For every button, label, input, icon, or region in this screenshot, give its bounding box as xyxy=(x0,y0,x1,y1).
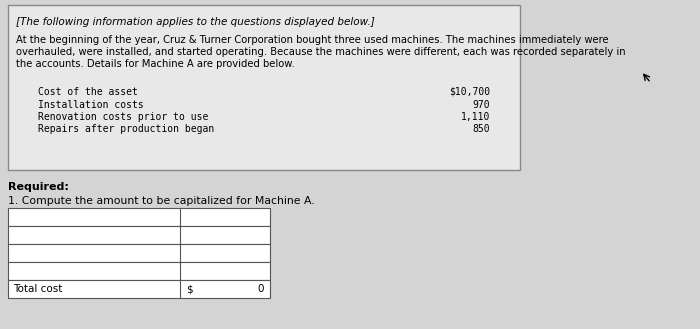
Bar xyxy=(8,280,270,298)
Text: $: $ xyxy=(186,284,193,294)
Text: the accounts. Details for Machine A are provided below.: the accounts. Details for Machine A are … xyxy=(16,59,295,69)
Text: 1,110: 1,110 xyxy=(461,112,490,122)
Bar xyxy=(8,226,270,244)
Bar xyxy=(8,5,520,170)
Text: $10,700: $10,700 xyxy=(449,87,490,97)
Text: At the beginning of the year, Cruz & Turner Corporation bought three used machin: At the beginning of the year, Cruz & Tur… xyxy=(16,35,608,45)
Text: Cost of the asset: Cost of the asset xyxy=(38,87,138,97)
Text: overhauled, were installed, and started operating. Because the machines were dif: overhauled, were installed, and started … xyxy=(16,47,626,57)
Text: [The following information applies to the questions displayed below.]: [The following information applies to th… xyxy=(16,17,375,27)
Text: 850: 850 xyxy=(473,124,490,135)
Text: Required:: Required: xyxy=(8,182,69,192)
Bar xyxy=(8,262,270,280)
Text: Repairs after production began: Repairs after production began xyxy=(38,124,214,135)
Bar xyxy=(8,244,270,262)
Text: Total cost: Total cost xyxy=(13,284,62,294)
Text: Renovation costs prior to use: Renovation costs prior to use xyxy=(38,112,209,122)
Text: 1. Compute the amount to be capitalized for Machine A.: 1. Compute the amount to be capitalized … xyxy=(8,196,314,206)
Bar xyxy=(8,208,270,226)
Text: Installation costs: Installation costs xyxy=(38,99,144,110)
Text: 0: 0 xyxy=(258,284,264,294)
Text: 970: 970 xyxy=(473,99,490,110)
